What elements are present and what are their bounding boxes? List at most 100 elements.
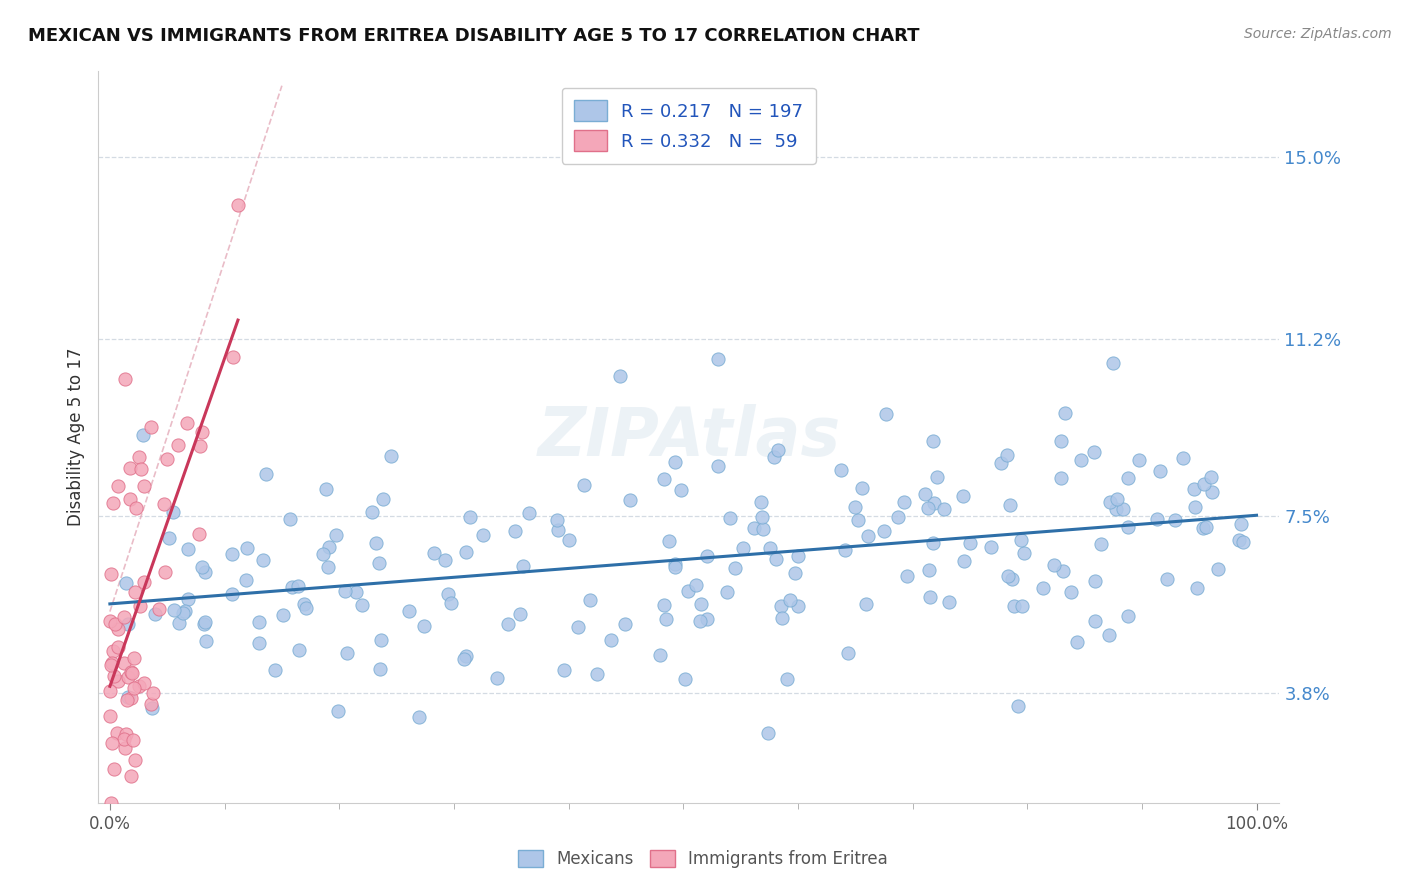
Point (1084, 574, 1107, 588)
Point (503, 524, 526, 539)
Point (235, 573, 257, 587)
Point (292, 597, 315, 611)
Point (129, 599, 152, 613)
Point (107, 623, 129, 637)
Point (887, 509, 910, 524)
Point (128, 679, 150, 693)
Point (316, 559, 339, 574)
Point (132, 479, 155, 493)
Point (157, 531, 180, 545)
Point (1171, 450, 1194, 465)
Point (742, 521, 765, 535)
Point (685, 577, 707, 591)
Point (650, 648, 672, 663)
Point (436, 587, 458, 601)
Point (194, 615, 217, 629)
Point (124, 585, 146, 599)
Point (458, 509, 481, 524)
Point (103, 668, 125, 682)
Point (1128, 453, 1150, 467)
Point (112, 731, 135, 746)
Point (236, 541, 259, 555)
Point (122, 681, 145, 695)
Point (249, 636, 271, 650)
Point (366, 536, 388, 550)
Point (368, 556, 391, 570)
Point (107, 640, 129, 655)
Point (380, 449, 402, 463)
Point (252, 553, 274, 567)
Point (997, 568, 1019, 582)
Point (1053, 406, 1076, 420)
Text: MEXICAN VS IMMIGRANTS FROM ERITREA DISABILITY AGE 5 TO 17 CORRELATION CHART: MEXICAN VS IMMIGRANTS FROM ERITREA DISAB… (28, 27, 920, 45)
Point (875, 408, 897, 422)
Point (162, 504, 184, 518)
Point (925, 469, 948, 483)
Point (837, 646, 859, 660)
Point (1007, 698, 1029, 713)
Point (122, 733, 145, 747)
Point (980, 541, 1002, 555)
Point (1098, 495, 1121, 509)
Point (1201, 484, 1223, 499)
Point (600, 632, 623, 647)
Point (1192, 521, 1215, 535)
Point (112, 657, 135, 671)
Point (922, 535, 945, 549)
Point (101, 643, 124, 657)
Point (373, 491, 395, 506)
Point (167, 616, 190, 631)
Point (1230, 517, 1253, 532)
Point (851, 481, 873, 495)
Point (100, 796, 122, 810)
Point (1182, 483, 1205, 497)
Point (1032, 582, 1054, 596)
Point (1227, 533, 1250, 547)
Point (326, 704, 349, 718)
Point (1192, 476, 1215, 491)
Point (125, 501, 148, 516)
Point (787, 549, 810, 563)
Point (1112, 501, 1135, 516)
Point (496, 617, 519, 632)
Point (787, 599, 810, 613)
Point (315, 483, 337, 497)
Point (834, 542, 856, 557)
Point (1011, 599, 1033, 613)
Point (117, 690, 139, 704)
Point (191, 425, 214, 439)
Point (107, 479, 129, 493)
Point (655, 612, 678, 626)
Point (114, 575, 136, 590)
Point (132, 427, 155, 442)
Point (156, 452, 179, 467)
Point (98, 709, 121, 723)
Point (370, 633, 392, 648)
Point (1156, 573, 1178, 587)
Point (120, 461, 142, 475)
Point (998, 499, 1021, 513)
Point (517, 506, 540, 520)
Point (121, 665, 143, 679)
Point (100, 684, 122, 698)
Point (572, 477, 595, 491)
Point (434, 553, 457, 567)
Legend: Mexicans, Immigrants from Eritrea: Mexicans, Immigrants from Eritrea (512, 843, 894, 875)
Point (846, 513, 869, 527)
Point (779, 592, 801, 607)
Point (120, 691, 142, 706)
Point (281, 580, 304, 594)
Point (141, 701, 163, 715)
Point (509, 607, 531, 621)
Point (117, 616, 139, 631)
Point (1146, 512, 1168, 526)
Point (271, 607, 294, 622)
Point (1105, 492, 1128, 507)
Point (652, 472, 675, 486)
Point (472, 528, 495, 542)
Point (914, 487, 936, 501)
Point (1185, 582, 1208, 596)
Point (1012, 546, 1035, 560)
Point (689, 614, 711, 628)
Point (124, 753, 146, 767)
